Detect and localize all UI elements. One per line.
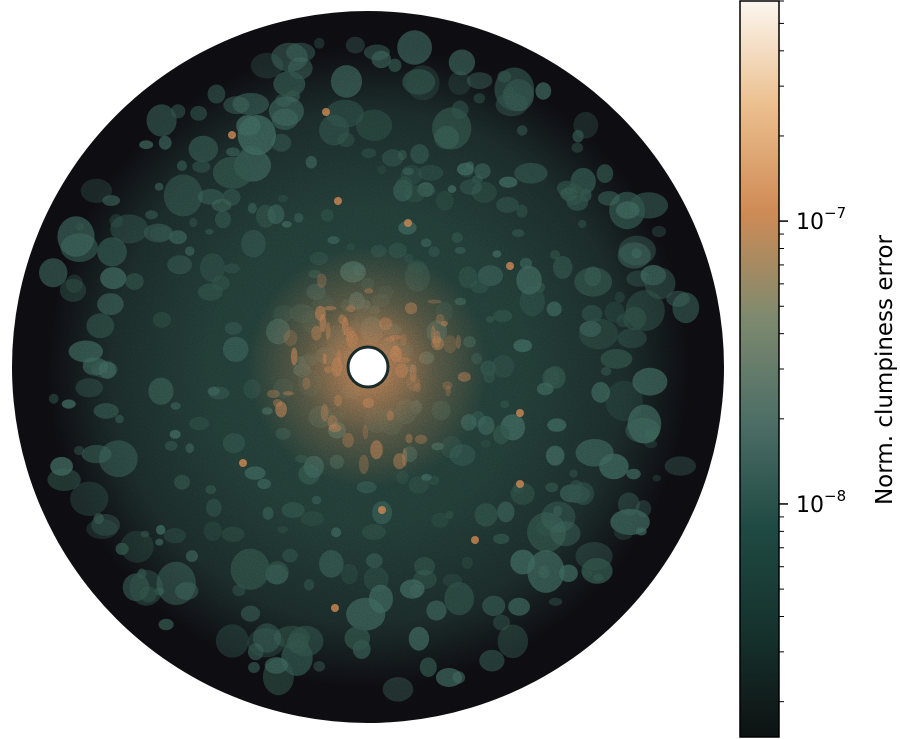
colorbar-gradient bbox=[740, 1, 779, 737]
colorbar-tick-label: 10−8 bbox=[796, 487, 846, 518]
colorbar-ticks: 10−8 10−7 bbox=[779, 0, 846, 703]
colorbar-label: Norm. clumpiness error bbox=[872, 234, 898, 505]
colorbar: 10−8 10−7 Norm. clumpiness error bbox=[739, 0, 898, 738]
clumpiness-map bbox=[12, 11, 724, 723]
map-center-mask bbox=[346, 345, 390, 389]
colorbar-tick-label: 10−7 bbox=[796, 204, 846, 235]
